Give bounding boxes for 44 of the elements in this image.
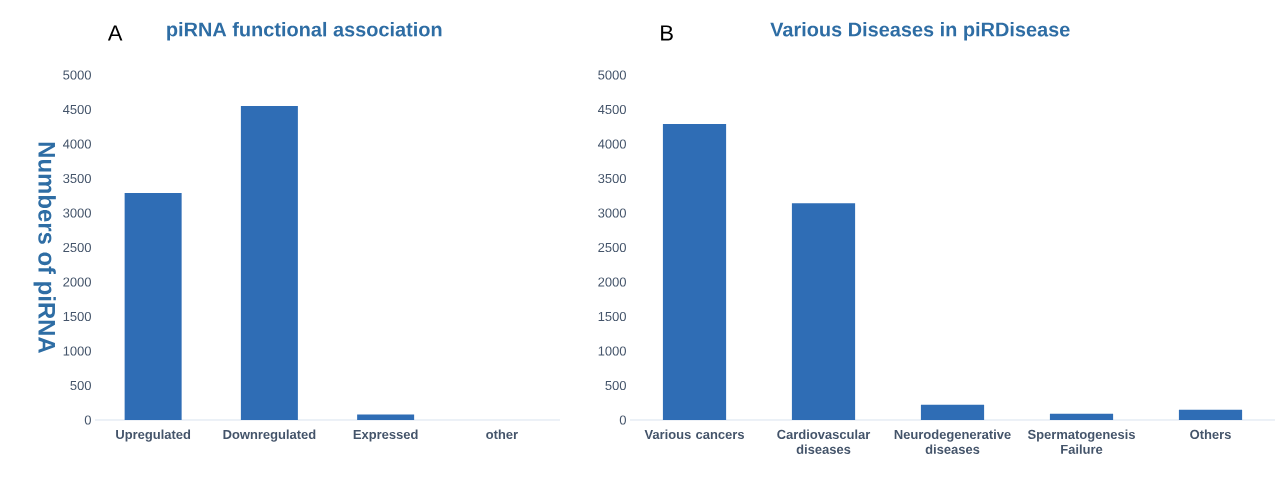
bar <box>1049 413 1114 420</box>
bar <box>920 404 985 420</box>
y-tick-label: 1000 <box>63 346 91 356</box>
bar <box>791 203 856 420</box>
chart-title: Various Diseases in piRDisease <box>770 21 1070 41</box>
x-tick-label: Expressed <box>353 429 418 442</box>
y-tick-label: 1500 <box>598 311 626 322</box>
y-tick-label: 4500 <box>62 104 91 115</box>
x-tick-label: Spermatogenesis Failure <box>1027 429 1135 454</box>
x-tick-label: other <box>486 429 518 440</box>
bar <box>1178 409 1243 420</box>
y-tick-label: 1000 <box>598 346 626 356</box>
y-tick-label: 4500 <box>597 104 626 115</box>
y-tick-label: 3500 <box>63 173 91 184</box>
text: A <box>107 25 123 41</box>
x-tick-label: Cardiovascular diseases <box>777 429 871 454</box>
x-tick-label: Various cancers <box>644 429 745 440</box>
y-axis-title: Numbers of piRNA <box>33 142 56 354</box>
y-tick-label: 0 <box>619 415 626 425</box>
y-tick-label: 3000 <box>598 208 626 218</box>
text: B <box>661 25 673 41</box>
bar <box>124 192 182 420</box>
y-tick-label: 2000 <box>63 277 91 287</box>
y-tick-label: 500 <box>70 380 91 391</box>
bar <box>662 123 727 420</box>
y-tick-label: 3500 <box>598 173 626 184</box>
y-tick-label: 2500 <box>598 242 626 253</box>
y-tick-label: 1500 <box>63 311 91 322</box>
chart-title: piRNA functional association <box>167 21 442 41</box>
x-tick-label: Others <box>1190 429 1231 440</box>
x-tick-label: Downregulated <box>223 429 316 442</box>
y-tick-label: 0 <box>84 415 91 425</box>
y-tick-label: 2500 <box>63 242 91 253</box>
y-tick-label: 500 <box>605 380 626 391</box>
y-tick-label: 5000 <box>63 70 91 80</box>
y-tick-label: 5000 <box>598 70 626 80</box>
bar <box>240 106 298 420</box>
bar <box>357 414 415 420</box>
x-tick-label: Neurodegenerative diseases <box>894 429 1011 454</box>
x-tick-label: Upregulated <box>116 429 191 442</box>
y-tick-label: 4000 <box>597 139 626 149</box>
y-tick-label: 4000 <box>62 139 91 149</box>
y-tick-label: 3000 <box>63 208 91 218</box>
y-tick-label: 2000 <box>598 277 626 287</box>
